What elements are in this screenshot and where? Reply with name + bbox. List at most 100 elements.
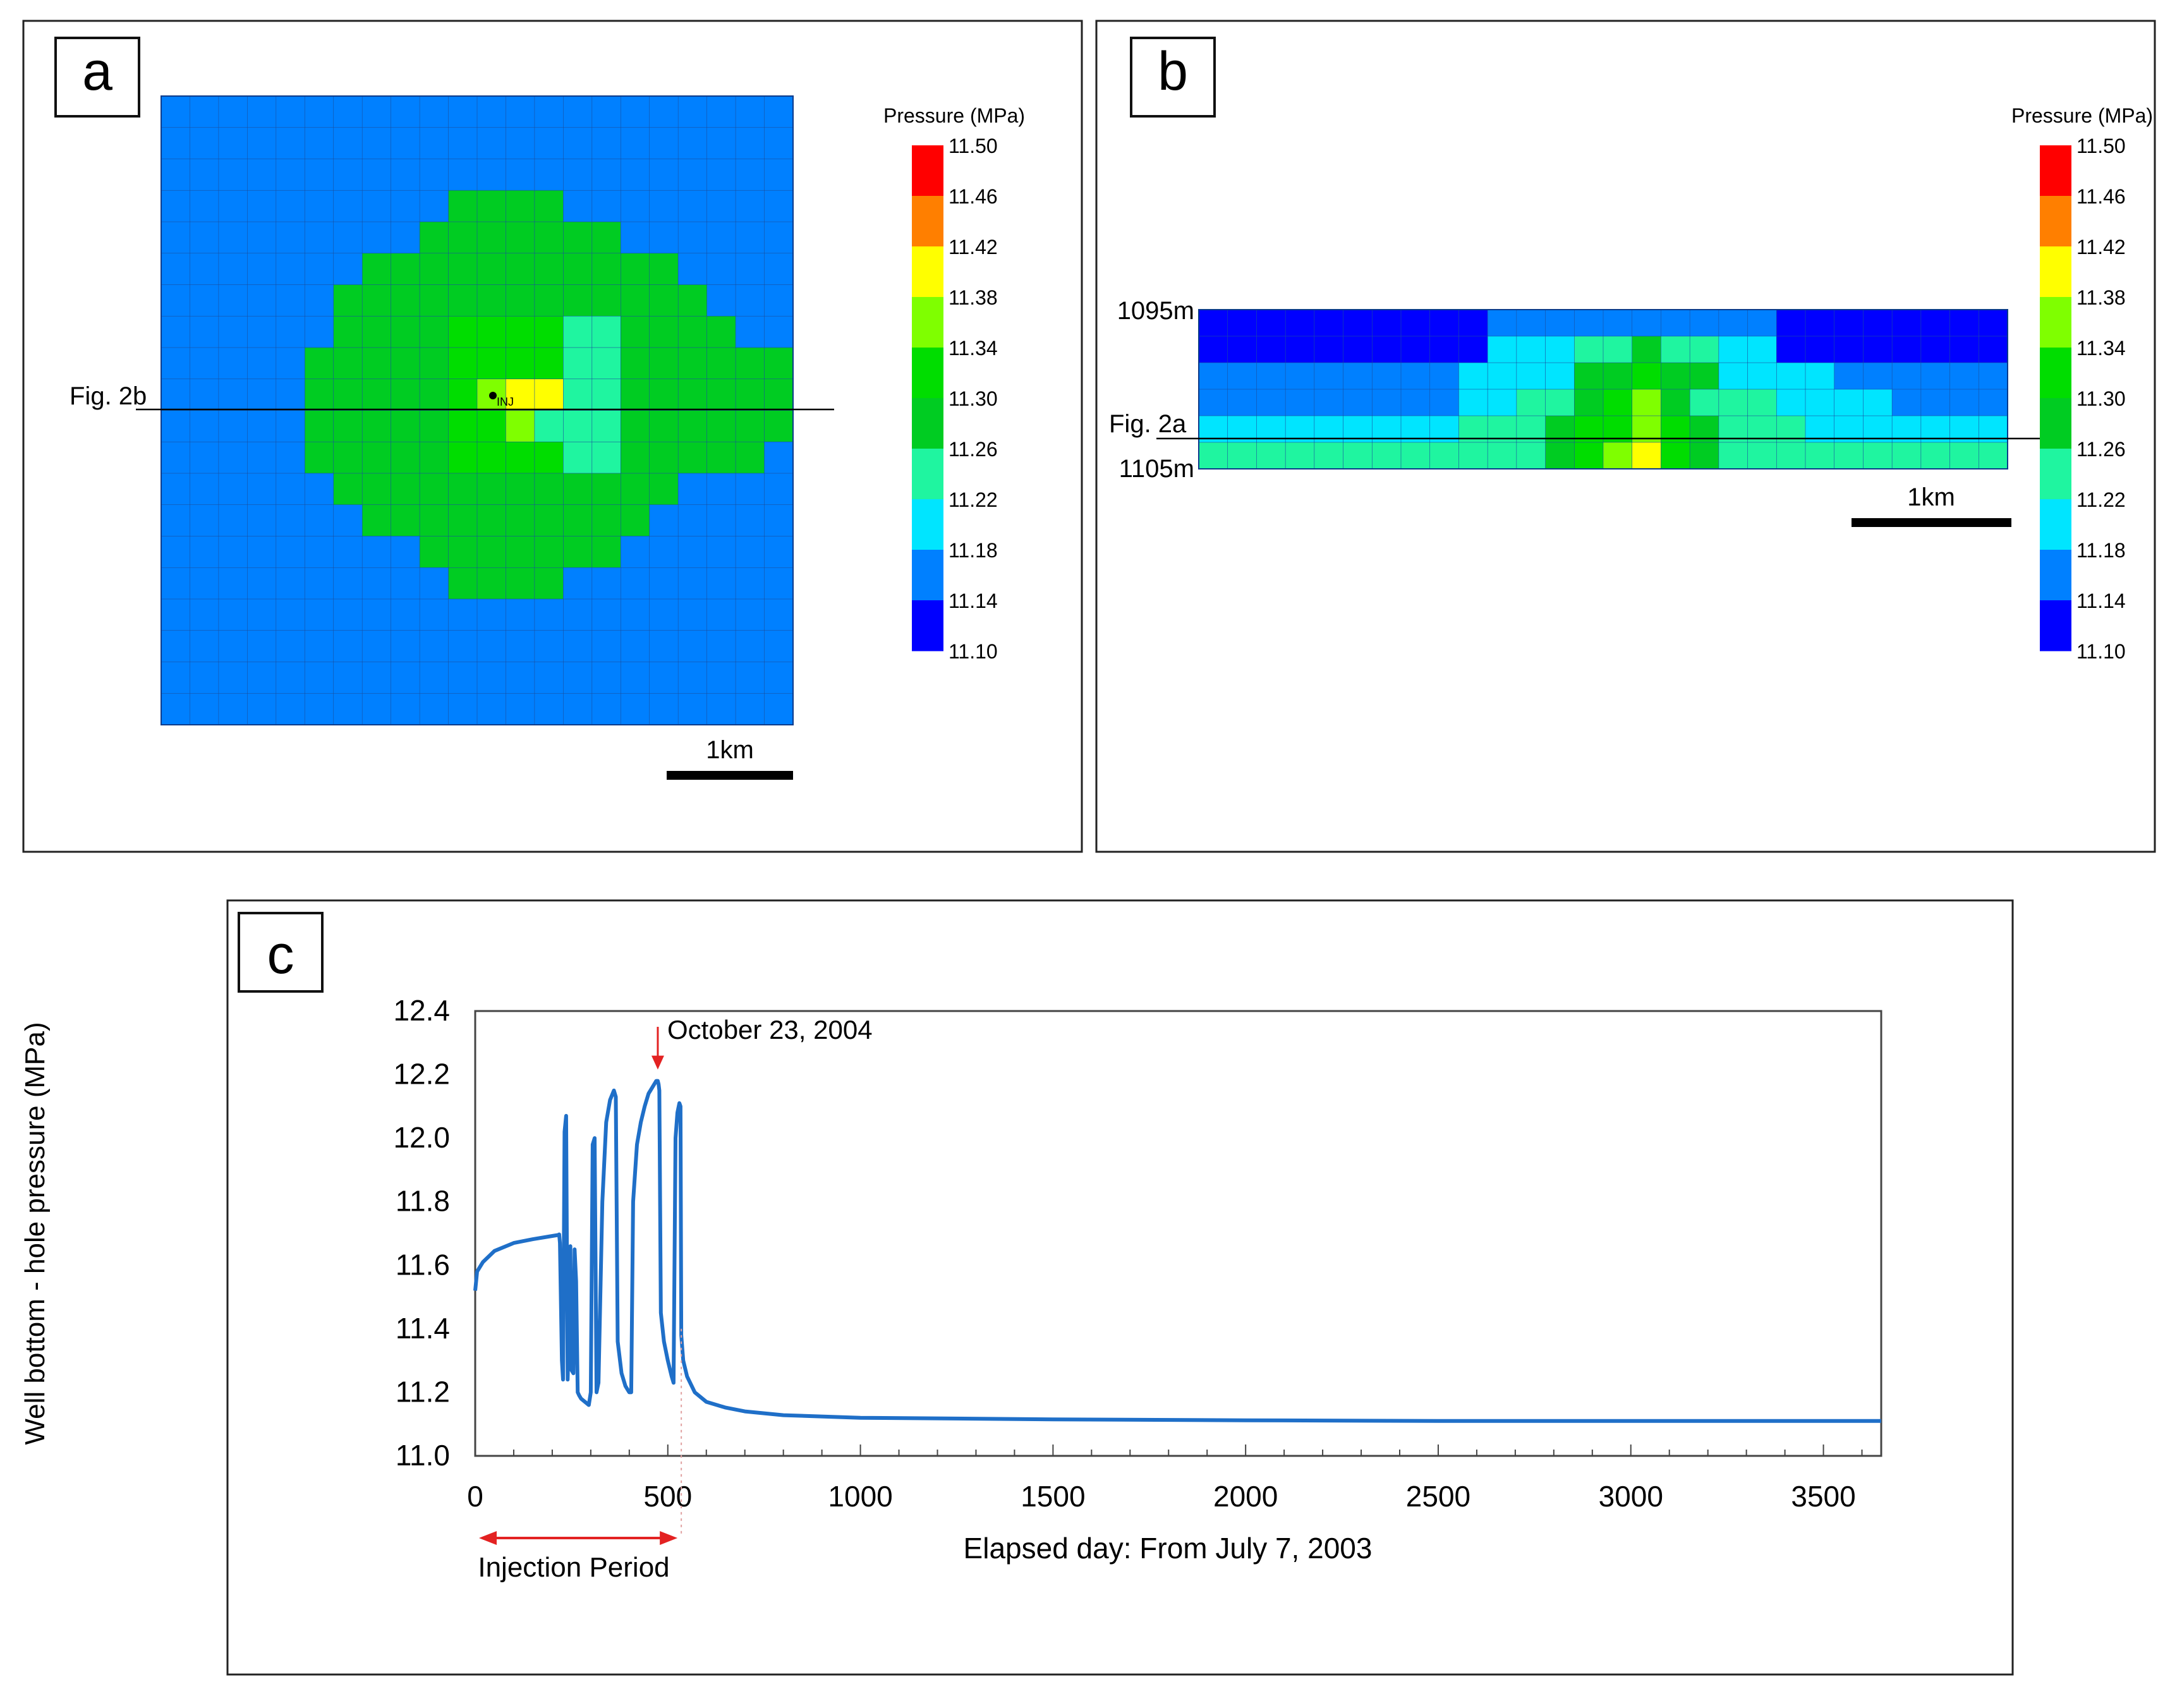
panel-a-cell (448, 253, 478, 286)
panel-a-cell (448, 536, 478, 568)
panel-b-cell (1920, 442, 1951, 469)
panel-a-cell (161, 284, 191, 317)
panel-a-cell (706, 473, 736, 506)
panel-a-cell (247, 159, 277, 191)
panel-a-cell (391, 284, 420, 317)
panel-a-cell (218, 190, 248, 222)
colorbar-a-tick-label: 11.18 (949, 539, 998, 562)
panel-a-cell (620, 127, 650, 160)
panel-a-cell (218, 159, 248, 191)
colorbar-a-swatch (912, 196, 943, 247)
colorbar-a-tick-label: 11.26 (949, 438, 998, 461)
panel-a-cell (448, 567, 478, 600)
panel-a-cell (476, 630, 507, 663)
panel-b-cell (1516, 362, 1546, 390)
panel-a-cell (161, 410, 191, 442)
panel-a-cell (677, 693, 708, 725)
panel-a-cell (419, 190, 449, 222)
panel-b-cell (1198, 309, 1228, 337)
panel-a-cell (218, 504, 248, 537)
panel-a-cell (534, 95, 564, 128)
panel-a-cell (247, 473, 277, 506)
panel-a-cell (391, 536, 420, 568)
panel-a-cell (563, 379, 593, 411)
panel-a-cell (735, 347, 765, 380)
panel-a-cell (620, 379, 650, 411)
colorbar-b-tick-label: 11.38 (2076, 286, 2126, 309)
chart-series-line (473, 1079, 1881, 1423)
panel-a-pressure-map (161, 95, 794, 725)
panel-a-cell (190, 410, 219, 442)
panel-a-cell (304, 473, 334, 506)
panel-a-cell (161, 159, 191, 191)
panel-a-cell (419, 221, 449, 254)
panel-a-cell (276, 504, 305, 537)
chart-y-tick-label: 12.4 (393, 994, 450, 1027)
panel-b-label-box (1130, 37, 1216, 118)
panel-a-cell (190, 504, 219, 537)
panel-a-cell (333, 315, 363, 348)
panel-a-cell (448, 347, 478, 380)
colorbar-b-swatch (2040, 348, 2071, 399)
colorbar-a-swatch (912, 297, 943, 348)
panel-a-cell (764, 253, 794, 286)
chart-ylabel: Well bottom - hole pressure (MPa) (20, 1022, 51, 1445)
chart-y-tick-label: 11.0 (396, 1439, 450, 1472)
panel-b-cell (1573, 362, 1604, 390)
panel-a-cell (706, 159, 736, 191)
panel-a-cell (677, 221, 708, 254)
panel-a-cell (190, 253, 219, 286)
panel-a-cell (333, 410, 363, 442)
panel-a-cell (706, 662, 736, 694)
panel-a-cell (361, 379, 392, 411)
panel-a-cell (247, 630, 277, 663)
panel-a-cell (649, 504, 679, 537)
panel-b-cell (1516, 442, 1546, 469)
colorbar-a-tick-label: 11.10 (949, 640, 998, 663)
panel-a-cell (620, 536, 650, 568)
panel-a-cell (534, 630, 564, 663)
panel-b-cell (1834, 336, 1864, 363)
panel-a-cell (448, 410, 478, 442)
panel-a-cell (361, 536, 392, 568)
panel-a-cell (419, 315, 449, 348)
panel-b-cell (1603, 389, 1633, 416)
panel-a-cell (247, 253, 277, 286)
panel-b-cell (1747, 336, 1777, 363)
chart-x-tick-label: 0 (467, 1480, 483, 1513)
panel-a-cell (649, 190, 679, 222)
panel-b-cell (1285, 442, 1315, 469)
panel-b-cell (1400, 336, 1431, 363)
colorbar-a-tick-label: 11.34 (949, 337, 998, 360)
panel-b-cell (1343, 442, 1373, 469)
panel-a-cell (448, 693, 478, 725)
panel-b-cell (1834, 389, 1864, 416)
panel-a-cell (247, 504, 277, 537)
panel-a-cell (419, 95, 449, 128)
panel-a-cell (419, 504, 449, 537)
panel-b-cell (1747, 362, 1777, 390)
panel-b-cell (1343, 336, 1373, 363)
panel-a-cell (620, 473, 650, 506)
panel-a-cell (534, 473, 564, 506)
panel-a-cell (563, 190, 593, 222)
panel-b-cell (1632, 389, 1662, 416)
panel-a-cell (304, 630, 334, 663)
panel-a-cell (304, 127, 334, 160)
panel-a-cell (591, 95, 621, 128)
panel-a-cell (190, 347, 219, 380)
panel-a-cell (247, 693, 277, 725)
colorbar-b-swatch (2040, 398, 2071, 449)
injection-arrow-left-head (479, 1531, 497, 1545)
panel-a-cell (361, 441, 392, 474)
panel-a-cell (534, 190, 564, 222)
panel-a-cell (190, 473, 219, 506)
chart-x-tick-label: 1500 (1021, 1480, 1085, 1513)
panel-a-cell (735, 95, 765, 128)
panel-a-cell (563, 347, 593, 380)
panel-a-cell (649, 284, 679, 317)
panel-b-cell (1429, 336, 1460, 363)
panel-a-cell (506, 221, 535, 254)
panel-b-cell (1545, 389, 1575, 416)
panel-a-cell (304, 315, 334, 348)
